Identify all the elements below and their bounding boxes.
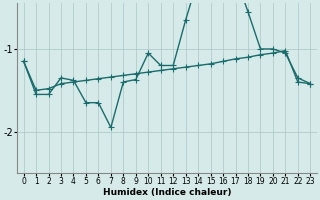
X-axis label: Humidex (Indice chaleur): Humidex (Indice chaleur) bbox=[103, 188, 231, 197]
